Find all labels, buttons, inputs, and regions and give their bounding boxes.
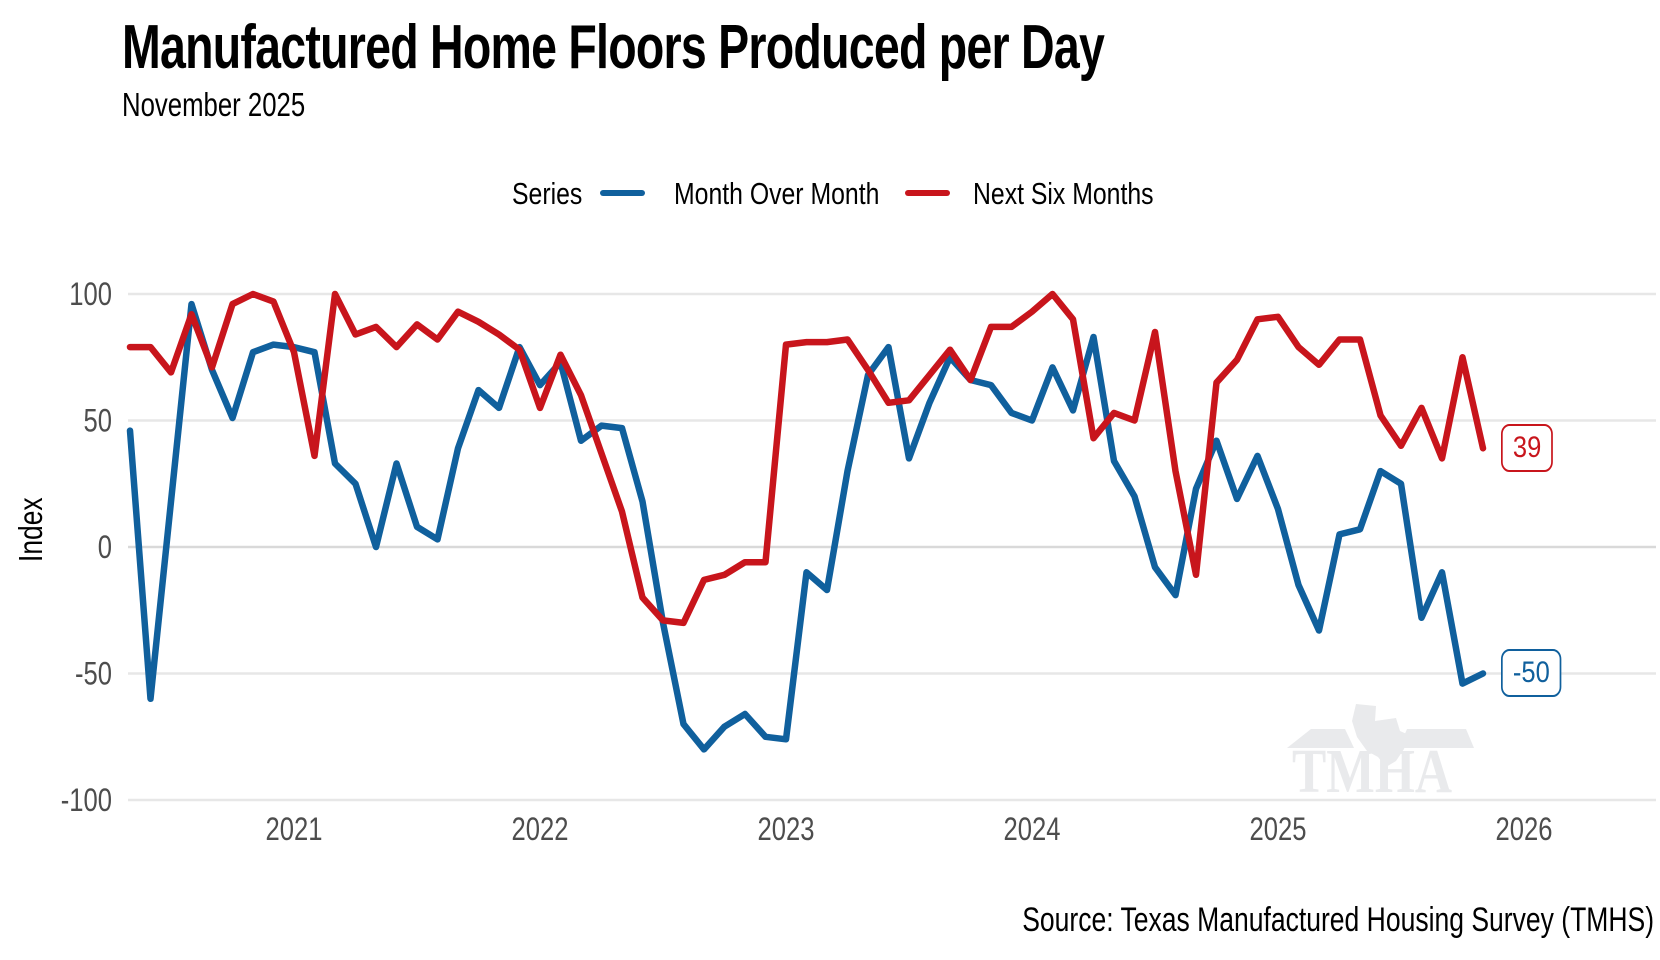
x-tick-label: 2024 [1004,812,1061,847]
legend-title: Series [512,176,583,211]
x-tick-label: 2023 [758,812,815,847]
y-tick-label: -50 [75,657,112,692]
x-tick-label: 2026 [1496,812,1553,847]
tmha-watermark-text: TMHA [1292,738,1452,806]
chart-subtitle: November 2025 [122,86,306,123]
tmha-logo-icon: TMHA [1287,704,1474,806]
y-tick-label: 50 [84,404,112,439]
series-end-label-next-six-months: 39 [1501,424,1554,472]
x-tick-label: 2025 [1250,812,1307,847]
page-title: Manufactured Home Floors Produced per Da… [122,13,1105,82]
y-tick-label: 0 [98,530,112,565]
y-axis-title: Index [12,497,49,562]
series-line-next-six-months [126,290,1487,627]
legend-label-next-six-months: Next Six Months [973,176,1154,211]
x-tick-label: 2022 [512,812,569,847]
y-tick-label: -100 [61,783,112,818]
series-end-label-month-over-month: -50 [1501,649,1562,697]
y-tick-label: 100 [69,277,112,312]
legend-key-month-over-month [600,190,645,196]
legend-label-month-over-month: Month Over Month [674,176,880,211]
source-note: Source: Texas Manufactured Housing Surve… [1022,901,1654,939]
x-tick-label: 2021 [266,812,323,847]
legend-key-next-six-months [905,190,950,196]
series-line-month-over-month [126,300,1487,753]
